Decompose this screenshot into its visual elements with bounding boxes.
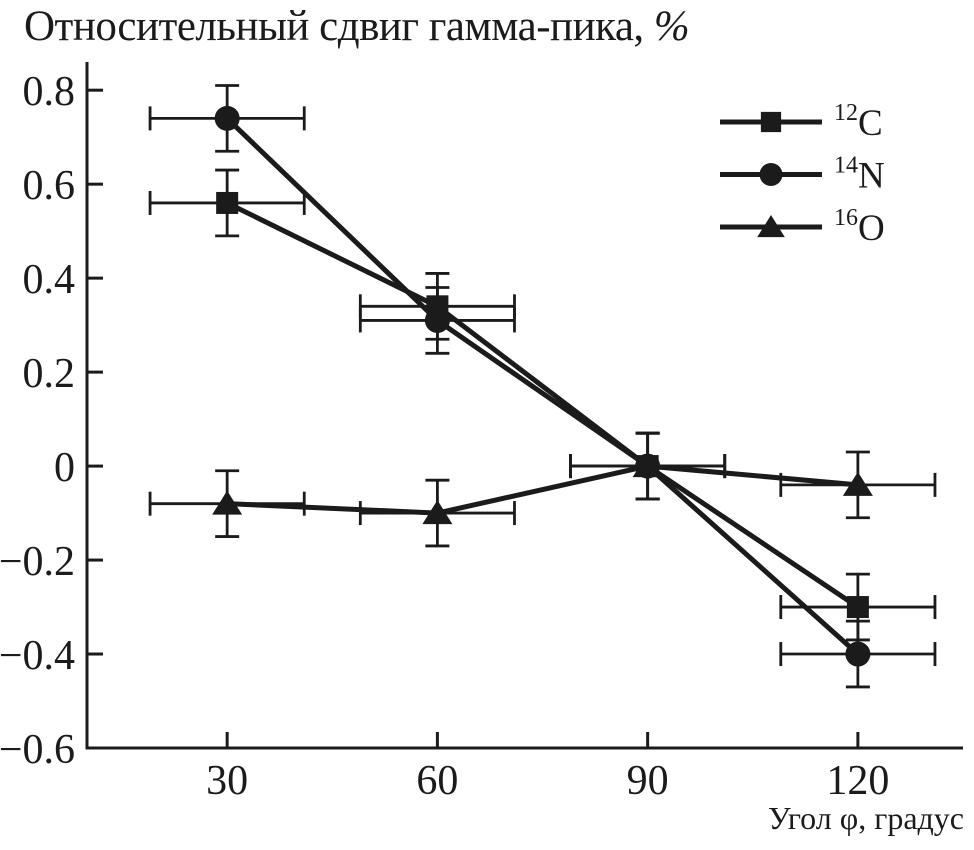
y-tick-label: 0 [54,445,75,491]
marker-triangle-icon [212,490,243,515]
chart-title: Относительный сдвиг гамма-пика, % [24,2,690,51]
y-tick-label: 0.2 [23,351,76,397]
phi-symbol: φ [839,800,859,836]
legend: 12C 14N 16O [720,100,885,249]
series-line [225,116,860,656]
y-tick-label: −0.6 [0,727,75,773]
legend-label: 12C [834,100,883,144]
y-tick-label: −0.2 [0,539,75,585]
marker-square-icon [216,191,239,214]
x-tick-label: 90 [627,758,669,804]
error-bars [148,168,937,642]
x-axis-label: Угол φ, градус [768,800,964,837]
series-line [226,200,860,610]
legend-item-16O: 16O [720,205,885,249]
legend-item-12C: 12C [720,100,883,144]
marker-circle-icon [214,105,240,131]
series-16O [148,431,937,548]
x-axis-label-prefix: Угол [768,800,840,836]
marker-triangle-icon [842,471,873,496]
marker-circle-icon [424,307,450,333]
y-tick-label: 0.6 [23,163,76,209]
axes [85,62,963,750]
marker-triangle-icon [422,500,453,525]
y-tick-label: 0.8 [23,69,76,115]
series-12C [148,168,937,642]
x-tick-label: 120 [826,758,889,804]
marker-square-icon [760,111,782,133]
legend-label: 16O [834,205,885,249]
chart-title-unit: % [653,3,690,50]
y-tick-label: −0.4 [0,633,75,679]
y-tick-label: 0.4 [23,257,76,303]
marker-triangle-icon [632,453,663,478]
x-tick-label: 60 [416,758,458,804]
series-line [227,463,859,516]
marker-square-icon [846,596,869,619]
legend-label: 14N [834,153,885,197]
marker-triangle-icon [757,215,785,238]
x-axis-label-suffix: , градус [858,800,964,836]
chart-title-text: Относительный сдвиг гамма-пика, [24,3,644,50]
legend-item-14N: 14N [720,153,885,197]
x-tick-label: 30 [206,758,248,804]
marker-circle-icon [845,641,871,667]
marker-circle-icon [759,163,783,186]
